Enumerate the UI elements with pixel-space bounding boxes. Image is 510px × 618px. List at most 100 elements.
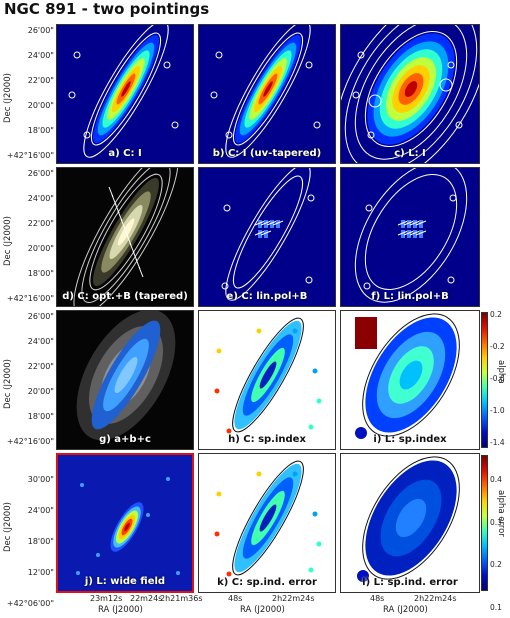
polarization-patch [401, 220, 405, 228]
polarization-patch [264, 220, 268, 228]
source-dot [355, 427, 367, 439]
b-field-vector [403, 230, 415, 236]
dec-tick-label: 24'00" [27, 194, 54, 203]
contour-blob [305, 61, 313, 69]
contour-blob [368, 94, 382, 108]
panel-j-l-band-wide-field: j) L: wide field [56, 453, 194, 593]
b-field-vector [138, 266, 144, 278]
background-source [96, 553, 100, 557]
contour-line [83, 25, 169, 158]
panel-c-image [341, 25, 479, 163]
panel-c-l-band-intensity: c) L: I [340, 24, 480, 164]
source-dot [216, 491, 222, 497]
contour-line [354, 25, 468, 160]
colorbar-alpha-error-label: alpha error [496, 490, 506, 537]
panel-i-l-band-spectral-index: i) L: sp.index [340, 310, 480, 450]
background-source [80, 483, 84, 487]
panel-f-image [341, 168, 479, 306]
panel-l-image [341, 454, 479, 592]
contour-line [90, 32, 162, 146]
contour-blob [447, 61, 455, 69]
polarization-patch [413, 230, 417, 238]
colorbar-tick-label: 0.4 [490, 475, 502, 484]
panel-f-label: f) L: lin.pol+B [371, 291, 449, 302]
colorbar-tick-label: 0.2 [490, 560, 502, 570]
source-dot [316, 541, 322, 547]
ra-tick-label: 48s [228, 594, 243, 603]
contour-blob [305, 276, 313, 284]
contour-blob [163, 61, 171, 69]
source-dot [312, 368, 318, 374]
emission-layer [121, 81, 131, 97]
polarization-patch [258, 220, 262, 228]
ra-tick-label: 2h22m24s [272, 594, 315, 603]
dec-tick-label: 18'00" [27, 412, 54, 421]
dec-tick-label: 26'00" [27, 169, 54, 178]
panel-k-c-band-spectral-index-error: k) C: sp.ind. error [198, 453, 336, 593]
colorbar-alpha-error [481, 455, 488, 591]
polarization-patch [270, 220, 274, 228]
contour-blob [313, 121, 321, 129]
b-field-vector [260, 220, 272, 226]
dec-tick-label: +42°06'00" [6, 599, 54, 608]
b-field-vector [254, 220, 266, 226]
source-dot [226, 571, 232, 577]
contour-line [362, 313, 460, 437]
contour-blob [439, 78, 453, 92]
dec-tick-label: 12'00" [27, 568, 54, 577]
panel-j-image [58, 455, 192, 591]
contour-blob [68, 91, 76, 99]
contour-line [89, 173, 163, 291]
contour-blob [215, 51, 223, 59]
contour-line [364, 30, 458, 148]
emission-layer [399, 360, 423, 390]
contour-blob [363, 282, 371, 290]
panel-c-label: c) L: I [394, 148, 426, 159]
ra-tick-label: 2h22m24s [414, 594, 457, 603]
contour-blob [365, 204, 373, 212]
panel-a-label: a) C: I [108, 148, 142, 159]
panel-d-optical-b-field: d) C: opt.+B (tapered) [56, 167, 194, 307]
colorbar-tick-label: 0.3 [490, 517, 502, 527]
source-dot [292, 471, 298, 477]
source-dot [216, 348, 222, 354]
background-source [176, 571, 180, 575]
contour-line [354, 168, 468, 303]
dec-tick-label: +42°16'00" [6, 151, 54, 160]
polarization-patch [419, 230, 423, 238]
contour-blob [357, 51, 365, 59]
contour-blob [447, 276, 455, 284]
b-field-vector [409, 230, 421, 236]
contour-line [344, 25, 478, 163]
panel-l-l-band-spectral-index-error: l) L: sp.ind. error [340, 453, 480, 593]
contour-line [81, 168, 171, 303]
panel-d-image [57, 168, 193, 306]
source-dot [312, 511, 318, 517]
panel-k-image [199, 454, 335, 592]
panel-a-image [57, 25, 193, 163]
source-dot [256, 471, 262, 477]
source-dot [214, 388, 220, 394]
polarization-patch [258, 230, 262, 238]
source-dot [308, 567, 314, 573]
panel-f-l-band-polarization: f) L: lin.pol+B [340, 167, 480, 307]
b-field-vector [260, 230, 272, 236]
figure-title: NGC 891 - two pointings [4, 0, 210, 18]
dec-tick-label: 24'00" [27, 506, 54, 515]
emission-layer [263, 81, 273, 97]
contour-blob [307, 194, 315, 202]
dec-tick-label: 20'00" [27, 387, 54, 396]
colorbar-tick-label: -0.2 [490, 342, 505, 351]
dec-tick-label: 18'00" [27, 537, 54, 546]
source-dot [357, 570, 369, 582]
emission-layer [114, 356, 138, 394]
b-field-vector [403, 220, 415, 226]
y-axis-label-row3: Dec (J2000) [3, 359, 13, 409]
colorbar-alpha [481, 312, 488, 448]
background-source [166, 477, 170, 481]
b-field-vector [415, 230, 427, 236]
panel-g-composite: g) a+b+c [56, 310, 194, 450]
emission-layer [259, 361, 277, 389]
y-axis-label-row2: Dec (J2000) [3, 216, 13, 266]
panel-e-c-band-polarization: e) C: lin.pol+B [198, 167, 336, 307]
